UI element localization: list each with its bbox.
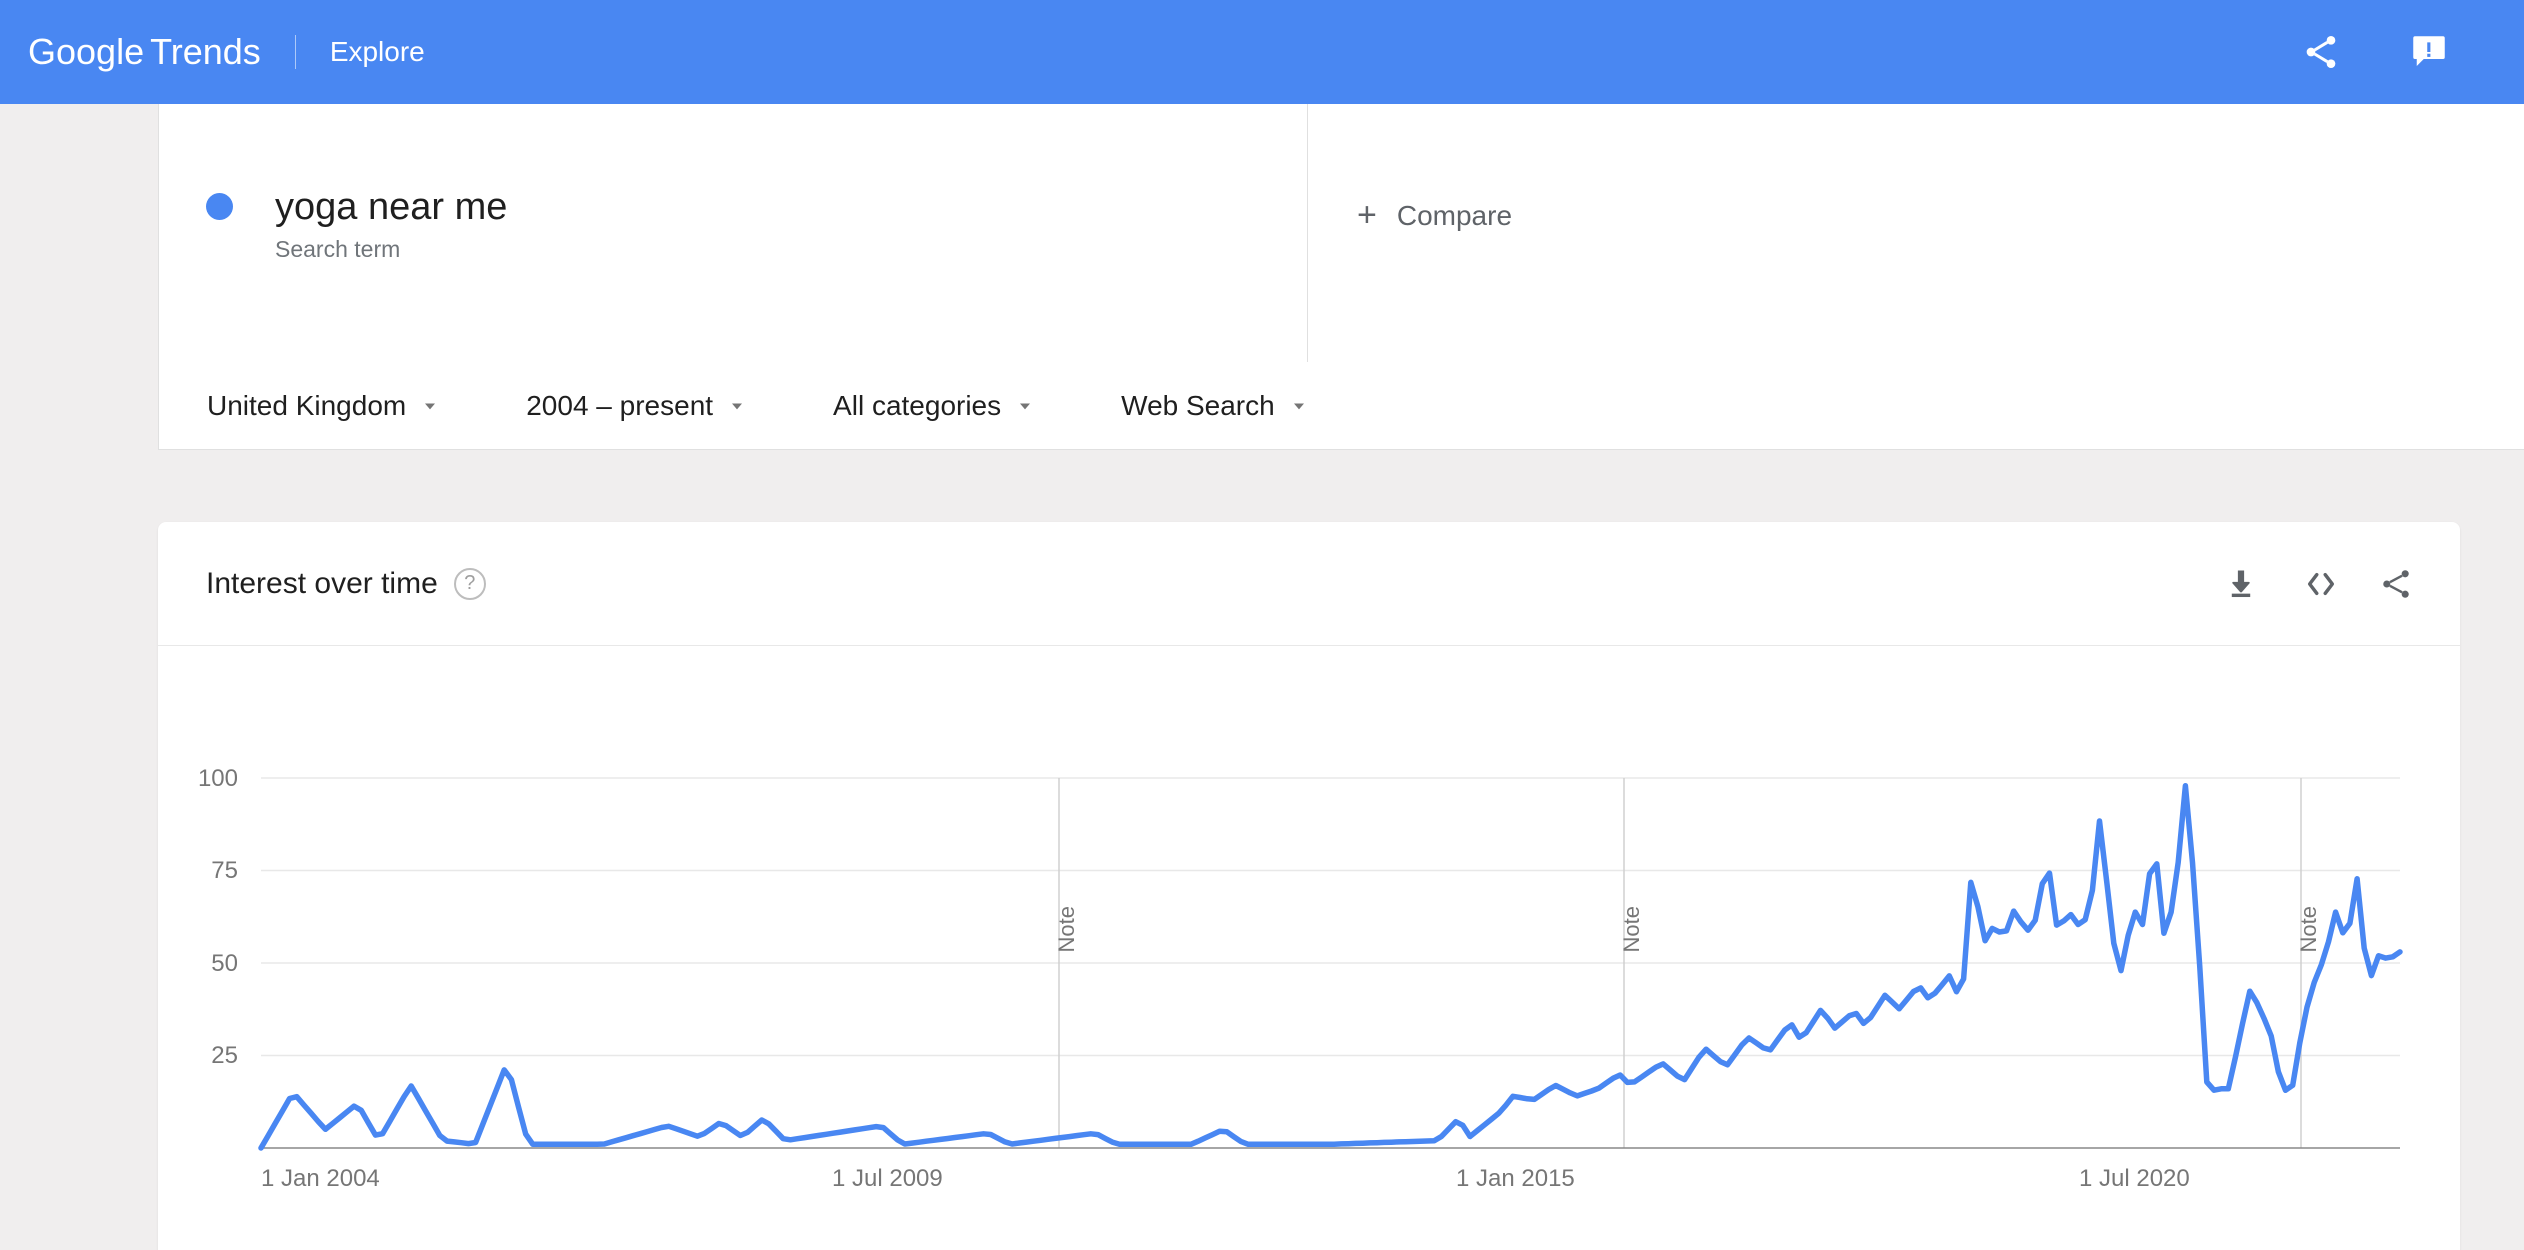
svg-text:1 Jan 2004: 1 Jan 2004 <box>261 1165 380 1192</box>
svg-text:100: 100 <box>198 765 238 792</box>
svg-text:1 Jul 2020: 1 Jul 2020 <box>2079 1165 2190 1192</box>
svg-text:Note: Note <box>1619 906 1644 952</box>
svg-text:75: 75 <box>211 857 238 884</box>
svg-text:Note: Note <box>1054 906 1079 952</box>
svg-text:1 Jul 2009: 1 Jul 2009 <box>832 1165 943 1192</box>
svg-text:25: 25 <box>211 1042 238 1069</box>
svg-text:1 Jan 2015: 1 Jan 2015 <box>1456 1165 1575 1192</box>
svg-text:Note: Note <box>2296 906 2321 952</box>
svg-text:50: 50 <box>211 950 238 977</box>
